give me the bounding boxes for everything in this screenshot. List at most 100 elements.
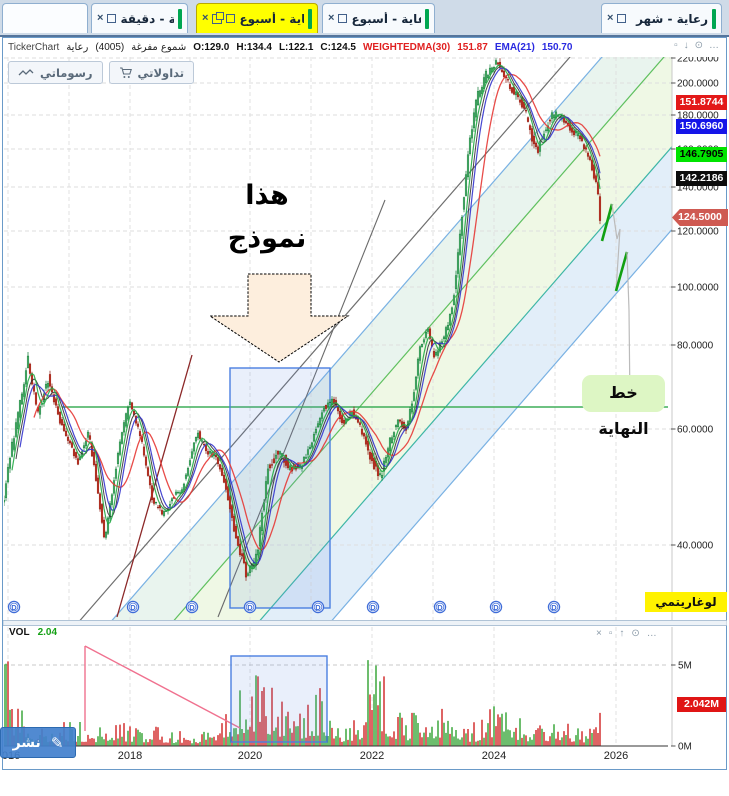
tab-active-indicator [712,8,716,29]
dividend-marker[interactable]: D [489,600,503,614]
selection-box-volume[interactable] [230,655,328,743]
tab-restore-icon[interactable] [212,11,225,24]
projection-line [614,251,629,292]
publish-label: نشر [12,734,41,751]
app-brand: TickerChart [8,41,60,53]
pane-more-icon[interactable]: … [709,40,719,51]
year-label[interactable]: 2020 [238,750,262,762]
tab-label: رعاية - أسبوع [351,11,421,26]
my-trades-button[interactable]: تداولاتي [108,61,195,84]
projection-line [611,203,621,292]
tab-2-active[interactable]: × رعاية - أسبوع [196,3,318,33]
volume-pane [4,627,668,746]
tab-checkbox-icon[interactable] [107,14,117,23]
tab-checkbox-icon[interactable] [226,14,236,23]
ma-weighted-line [33,73,601,551]
publish-button[interactable]: نشر ✎ [0,727,76,758]
indicator-wma-label: WEIGHTEDMA(30) [362,41,451,53]
year-label[interactable]: 2022 [360,750,384,762]
scale-mode-badge[interactable]: لوغاريتمي [645,592,727,612]
ohlc-close: C:124.5 [320,41,356,53]
ohlc-low: L:122.1 [278,41,314,53]
tab-empty[interactable] [2,3,88,33]
tab-active-indicator [425,8,429,29]
volume-pane-controls: × ▫ ↑ ⊙ … [596,628,657,639]
channel-line-blue-upper [111,57,603,620]
volume-pane-title: VOL 2.04 [9,627,57,638]
last-volume-badge: 2.042M [677,697,726,712]
tab-label: رعاية - أسبوع [239,11,304,26]
price-tick-label: 80.0000 [677,341,714,352]
line-chart-icon [18,68,34,75]
tab-close-icon[interactable]: × [328,12,335,24]
dividend-marker[interactable]: D [366,600,380,614]
indicator-wma-value: 151.87 [457,41,488,53]
dividend-marker[interactable]: D [185,600,199,614]
ma-ema-line [19,67,601,565]
volume-more-icon[interactable]: … [646,628,657,639]
symbol-name: رعاية [66,41,89,53]
my-drawings-label: رسوماتي [40,65,93,80]
tab-label: رعاية - شهر [636,11,708,26]
channel-band [174,57,672,620]
tab-bar: × رعاية - دقيقة × رعاية - أسبوع × رعاية - أسب… [0,0,729,37]
volume-bars-up [4,660,593,746]
dividend-marker[interactable]: D [433,600,447,614]
tab-close-icon[interactable]: × [97,12,104,24]
price-tick-label: 140.0000 [677,183,719,194]
price-pane [4,57,672,620]
year-label[interactable]: 2024 [482,750,506,762]
chart-canvas[interactable]: DDDDDDDDD220.0000200.0000180.0000160.000… [3,57,727,766]
dividend-marker[interactable]: D [243,600,257,614]
volume-tick-label: 0M [678,742,692,753]
tab-close-icon[interactable]: × [202,12,209,24]
tab-1[interactable]: × رعاية - دقيقة [91,3,188,33]
toolbar: رسوماتي تداولاتي [8,61,195,84]
price-tick-label: 120.0000 [677,227,719,238]
indicator-ema-label: EMA(21) [494,41,535,53]
annotation-finish-line-label: خط النهاية [582,375,665,438]
tab-active-indicator [178,8,182,29]
tab-active-indicator [308,8,312,29]
channel-line-teal [259,145,672,620]
price-tick-label: 40.0000 [677,541,714,552]
annotation-model-line1: هذا [245,180,289,211]
annotation-model-text: هذا نموذج [212,174,322,260]
dividend-marker[interactable]: D [126,600,140,614]
tab-close-icon[interactable]: × [607,12,614,24]
indicator-value-label: 151.8744 [676,95,727,110]
indicator-ema-value: 150.70 [541,41,573,53]
pane-divider[interactable] [3,620,727,626]
volume-crosshair-icon[interactable]: ⊙ [631,628,640,639]
svg-text:D: D [493,603,499,612]
tab-3[interactable]: × رعاية - أسبوع [322,3,435,33]
ohlc-open: O:129.0 [193,41,230,53]
volume-move-up-icon[interactable]: ↑ [619,628,625,639]
pane-maximize-icon[interactable]: ▫ [674,40,678,51]
volume-close-icon[interactable]: × [596,628,602,639]
tab-checkbox-icon[interactable] [617,14,627,23]
dividend-marker[interactable]: D [7,600,21,614]
year-label[interactable]: 2018 [118,750,142,762]
dividend-marker[interactable]: D [311,600,325,614]
tab-4[interactable]: × رعاية - شهر [601,3,722,33]
last-price-marker: 124.5000 [672,209,728,226]
cart-icon [119,66,132,78]
price-tick-label: 200.0000 [677,79,719,90]
projection-line [600,203,614,242]
steep-trend-line [217,199,386,618]
pane-crosshair-icon[interactable]: ⊙ [694,40,703,51]
chart-style-label: شموع مفرغة [131,41,187,53]
volume-maximize-icon[interactable]: ▫ [608,628,613,639]
year-label[interactable]: 2026 [604,750,628,762]
my-drawings-button[interactable]: رسوماتي [8,61,103,84]
indicator-value-label: 146.7905 [676,147,727,162]
dividend-marker[interactable]: D [547,600,561,614]
tab-checkbox-icon[interactable] [338,14,348,23]
pane-collapse-icon[interactable]: ↓ [683,40,689,51]
volume-tick-label: 5M [678,661,692,672]
svg-text:D: D [437,603,443,612]
indicator-value-label: 150.6960 [676,119,727,134]
price-tick-label: 180.0000 [677,111,719,122]
